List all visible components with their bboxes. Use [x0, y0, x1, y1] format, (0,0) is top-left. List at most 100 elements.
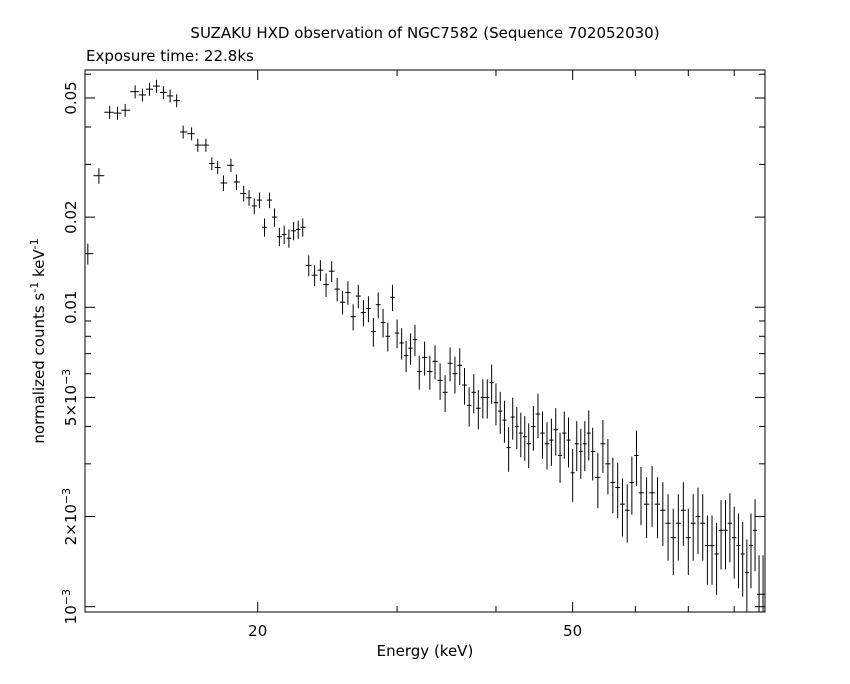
- data-point: [447, 347, 453, 382]
- x-ticks: [257, 70, 735, 612]
- data-point: [104, 105, 114, 119]
- data-point: [399, 328, 404, 360]
- y-tick-label: 0.01: [62, 291, 80, 324]
- y-tick-mantissa: 2×10: [62, 504, 80, 545]
- data-point: [323, 273, 329, 297]
- data-point: [736, 513, 741, 589]
- data-point: [643, 477, 650, 539]
- data-point: [502, 400, 507, 443]
- data-point: [578, 428, 583, 479]
- data-point: [390, 284, 395, 311]
- data-point: [300, 218, 306, 237]
- data-point: [574, 421, 579, 472]
- y-tick-label: 2×10−3: [60, 488, 80, 545]
- data-point: [638, 466, 644, 526]
- data-point: [566, 417, 571, 468]
- data-point: [291, 222, 296, 241]
- data-point: [620, 478, 625, 537]
- data-point: [166, 89, 174, 103]
- data-point: [187, 127, 195, 141]
- data-point: [570, 449, 575, 502]
- data-point: [267, 192, 273, 209]
- data-point: [442, 375, 448, 412]
- data-point: [518, 412, 523, 458]
- data-point: [466, 387, 472, 427]
- data-point: [457, 348, 463, 385]
- data-point: [380, 308, 386, 338]
- data-point: [227, 158, 234, 172]
- data-point: [582, 421, 587, 472]
- y-tick-mantissa: 0.05: [62, 81, 80, 114]
- data-point: [690, 494, 696, 561]
- y-ticks: [85, 73, 765, 608]
- data-point: [605, 439, 611, 495]
- data-point: [670, 508, 676, 576]
- y-tick-exponent: −3: [60, 589, 73, 605]
- data-point: [462, 367, 467, 405]
- y-tick-label: 0.05: [62, 81, 80, 114]
- data-point: [113, 106, 122, 120]
- data-point: [305, 255, 312, 277]
- y-axis-label-exp1: -1: [28, 282, 41, 293]
- y-tick-mantissa: 0.02: [62, 200, 80, 233]
- data-point: [159, 86, 167, 100]
- data-point: [85, 243, 94, 265]
- data-point: [549, 418, 554, 466]
- data-point: [403, 340, 409, 373]
- data-point: [179, 125, 188, 139]
- data-point: [421, 341, 428, 376]
- data-point: [600, 420, 606, 473]
- data-point: [334, 277, 340, 302]
- data-point: [695, 487, 701, 554]
- x-tick-label: 50: [563, 622, 582, 640]
- data-point: [740, 521, 745, 597]
- data-point: [753, 499, 758, 572]
- data-point: [714, 522, 719, 595]
- data-point: [748, 513, 754, 589]
- data-point: [476, 390, 481, 430]
- data-point: [194, 138, 202, 152]
- data-point: [130, 85, 139, 99]
- data-point: [220, 175, 228, 192]
- y-axis-label-mid: keV: [30, 249, 48, 282]
- y-tick-label: 10−3: [60, 589, 80, 624]
- data-point: [557, 432, 563, 483]
- y-tick-exponent: −3: [60, 488, 73, 504]
- y-tick-label: 5×10−3: [60, 369, 80, 426]
- data-point: [634, 430, 639, 487]
- data-point: [201, 138, 209, 152]
- data-point: [489, 364, 494, 404]
- x-axis-label: Energy (keV): [377, 642, 474, 660]
- data-point: [732, 506, 737, 579]
- data-point: [276, 227, 282, 247]
- data-point: [506, 427, 511, 472]
- data-point: [121, 103, 131, 117]
- data-point: [328, 261, 335, 283]
- data-point: [610, 457, 616, 514]
- y-tick-mantissa: 5×10: [62, 385, 80, 426]
- data-point: [375, 292, 381, 319]
- chart-title: SUZAKU HXD observation of NGC7582 (Seque…: [190, 24, 659, 42]
- data-point: [93, 168, 105, 184]
- data-point: [365, 296, 371, 323]
- data-point: [540, 411, 545, 459]
- data-point: [514, 407, 519, 450]
- data-point: [700, 494, 706, 561]
- data-point: [727, 493, 733, 563]
- chart-subtitle: Exposure time: 22.8ks: [86, 47, 254, 65]
- data-point: [394, 319, 400, 349]
- data-point: [510, 397, 515, 440]
- data-point: [153, 79, 160, 93]
- data-point: [522, 416, 527, 461]
- data-point: [370, 317, 376, 347]
- data-point: [173, 94, 180, 108]
- data-point: [709, 515, 715, 585]
- data-point: [251, 198, 257, 214]
- data-point: [281, 225, 287, 244]
- data-point: [272, 208, 277, 227]
- y-tick-exponent: −3: [60, 369, 73, 385]
- y-axis-label-base: normalized counts s: [30, 293, 48, 444]
- data-point: [350, 304, 356, 331]
- data-point: [286, 229, 292, 248]
- data-point: [654, 477, 661, 539]
